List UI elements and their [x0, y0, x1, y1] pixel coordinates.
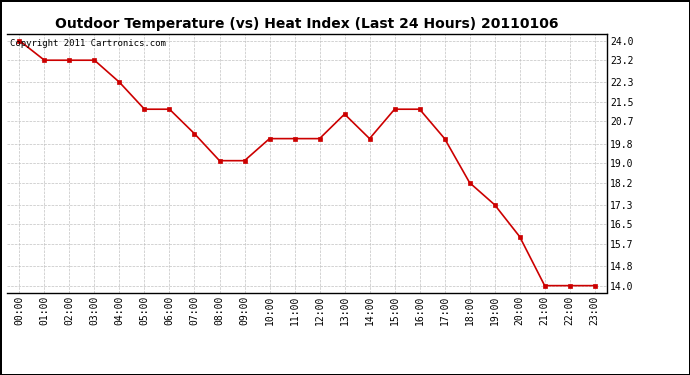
- Title: Outdoor Temperature (vs) Heat Index (Last 24 Hours) 20110106: Outdoor Temperature (vs) Heat Index (Las…: [55, 17, 559, 31]
- Text: Copyright 2011 Cartronics.com: Copyright 2011 Cartronics.com: [10, 39, 166, 48]
